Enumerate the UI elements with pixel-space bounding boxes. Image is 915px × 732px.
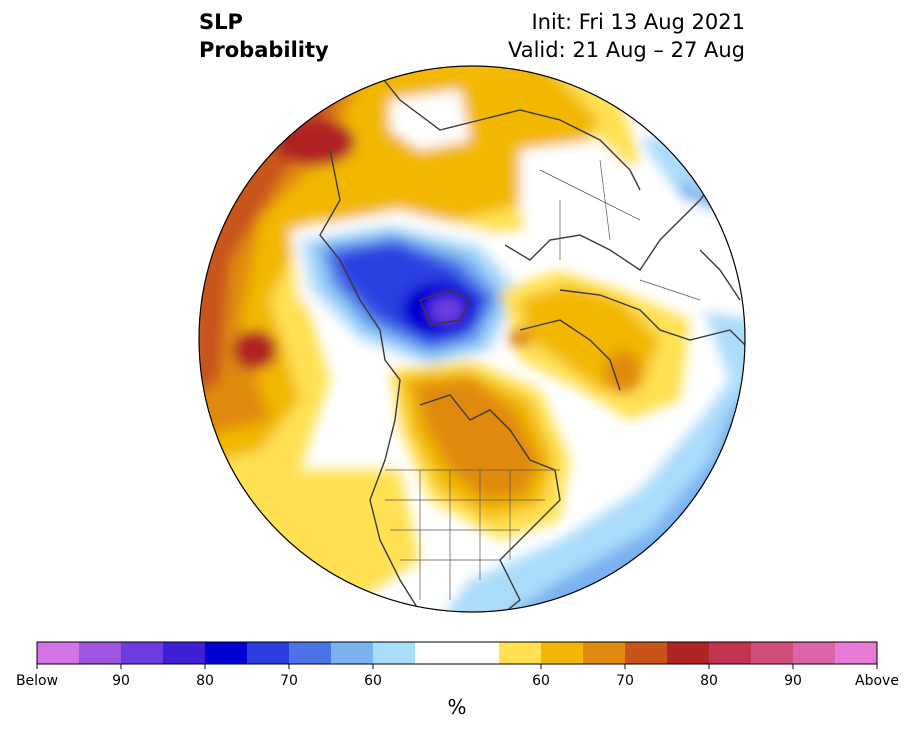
colorbar-tick-label: 60 (364, 673, 382, 689)
colorbar-segment (583, 642, 626, 664)
colorbar-segment (373, 642, 416, 664)
date-block: Init: Fri 13 Aug 2021 Valid: 21 Aug – 27… (508, 8, 745, 64)
borders (385, 159, 701, 600)
colorbar-segment (751, 642, 794, 664)
colorbar-tick-label: Above (855, 673, 899, 689)
colorbar-segment (793, 642, 836, 664)
colorbar-segment (499, 642, 542, 664)
colorbar-segment (835, 642, 878, 664)
variable-title: SLP (199, 10, 243, 34)
colorbar-tick-label: Below (15, 673, 59, 689)
map-boundary (198, 65, 746, 613)
map-fill (199, 66, 745, 612)
colorbar-segment (163, 642, 206, 664)
colorbar-segment (79, 642, 122, 664)
colorbar-segment (667, 642, 710, 664)
colorbar-segment (415, 642, 458, 664)
colorbar-segment (247, 642, 290, 664)
colorbar-segment (331, 642, 374, 664)
colorbar-segment (625, 642, 668, 664)
colorbar-segment (541, 642, 584, 664)
colorbar-tick-label: 60 (532, 673, 550, 689)
colorbar-tick-label: 70 (280, 673, 298, 689)
colorbar-segment (205, 642, 248, 664)
colorbar-segment (37, 642, 80, 664)
colorbar-unit: % (447, 695, 467, 719)
colorbar (36, 641, 878, 669)
title-block: SLP Probability (199, 8, 329, 64)
colorbar-tick-label: 70 (616, 673, 634, 689)
valid-dates: Valid: 21 Aug – 27 Aug (507, 38, 745, 62)
colorbar-tick-label: 90 (784, 673, 802, 689)
colorbar-segment (457, 642, 500, 664)
colorbar-tick-label: 80 (196, 673, 214, 689)
init-date: Init: Fri 13 Aug 2021 (531, 10, 745, 34)
colorbar-segment (121, 642, 164, 664)
colorbar-segment (289, 642, 332, 664)
colorbar-border (36, 641, 878, 665)
colorbar-segment (709, 642, 752, 664)
colorbar-tick-label: 80 (700, 673, 718, 689)
product-title: Probability (199, 38, 329, 62)
colorbar-tick-label: 90 (112, 673, 130, 689)
